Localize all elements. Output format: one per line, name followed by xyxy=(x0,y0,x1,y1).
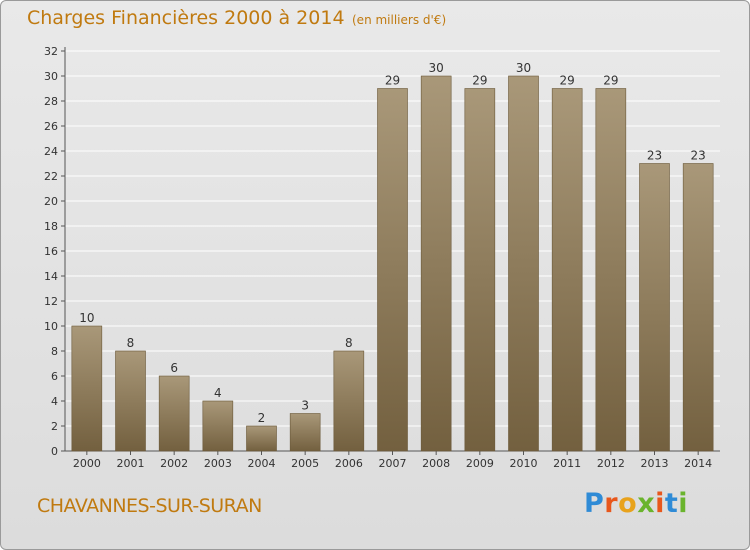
data-label: 30 xyxy=(429,61,444,75)
y-tick-label: 24 xyxy=(44,145,58,158)
bar-2010 xyxy=(508,75,539,452)
bar-2002 xyxy=(158,375,190,452)
bar-2003 xyxy=(202,400,234,452)
x-tick-label: 2004 xyxy=(248,457,276,470)
y-tick-label: 8 xyxy=(51,345,58,358)
y-tick-label: 12 xyxy=(44,295,58,308)
x-tick-label: 2009 xyxy=(466,457,494,470)
data-label: 23 xyxy=(691,149,706,163)
bar-2008 xyxy=(420,75,452,452)
bar-2006 xyxy=(333,350,365,452)
x-tick-label: 2010 xyxy=(510,457,538,470)
data-label: 2 xyxy=(258,411,266,425)
logo-letter: i xyxy=(655,488,665,519)
y-tick-label: 22 xyxy=(44,170,58,183)
y-tick-label: 20 xyxy=(44,195,58,208)
chart-unit: (en milliers d'€) xyxy=(352,13,447,27)
bar-2005 xyxy=(289,413,321,452)
logo-letter: i xyxy=(678,488,689,519)
bar-2001 xyxy=(115,350,146,452)
logo-letter: x xyxy=(637,488,656,519)
x-tick-label: 2003 xyxy=(204,457,232,470)
data-label: 30 xyxy=(516,61,531,75)
logo-letter: t xyxy=(664,488,679,519)
x-tick-label: 2012 xyxy=(597,457,625,470)
y-tick-label: 30 xyxy=(44,70,58,83)
x-tick-label: 2006 xyxy=(335,457,363,470)
y-tick-label: 2 xyxy=(51,420,58,433)
logo-letter: o xyxy=(618,488,638,519)
x-tick-label: 2001 xyxy=(117,457,145,470)
bar-2014 xyxy=(682,163,714,452)
commune-name: CHAVANNES-SUR-SURAN xyxy=(37,495,262,517)
y-tick-label: 32 xyxy=(44,45,58,58)
y-tick-label: 26 xyxy=(44,120,58,133)
data-label: 29 xyxy=(560,74,575,88)
data-label: 6 xyxy=(170,361,178,375)
x-tick-label: 2011 xyxy=(553,457,581,470)
data-label: 23 xyxy=(647,149,662,163)
labels: 0246810121416182022242628303210200082001… xyxy=(44,45,712,470)
x-tick-label: 2008 xyxy=(422,457,450,470)
data-label: 4 xyxy=(214,386,222,400)
bar-2012 xyxy=(595,88,627,452)
y-tick-label: 10 xyxy=(44,320,58,333)
bar-2011 xyxy=(551,88,583,452)
data-label: 3 xyxy=(301,399,309,413)
proxiti-logo: Proxiti xyxy=(584,488,688,519)
logo-letter: r xyxy=(604,488,619,519)
x-tick-label: 2013 xyxy=(641,457,669,470)
bar-2004 xyxy=(246,425,277,452)
y-tick-label: 6 xyxy=(51,370,58,383)
y-tick-label: 14 xyxy=(44,270,58,283)
bar-2009 xyxy=(464,88,496,452)
bar-2000 xyxy=(71,325,103,452)
data-label: 8 xyxy=(127,336,135,350)
data-label: 29 xyxy=(472,74,487,88)
y-tick-label: 16 xyxy=(44,245,58,258)
y-tick-label: 4 xyxy=(51,395,58,408)
bars xyxy=(71,75,714,452)
y-tick-label: 28 xyxy=(44,95,58,108)
y-tick-label: 18 xyxy=(44,220,58,233)
x-tick-label: 2000 xyxy=(73,457,101,470)
x-tick-label: 2007 xyxy=(379,457,407,470)
bar-2013 xyxy=(639,163,670,452)
data-label: 29 xyxy=(385,74,400,88)
data-label: 10 xyxy=(79,311,94,325)
chart-title: Charges Financières 2000 à 2014 xyxy=(27,7,345,29)
x-tick-label: 2014 xyxy=(684,457,712,470)
x-tick-label: 2005 xyxy=(291,457,319,470)
x-tick-label: 2002 xyxy=(160,457,188,470)
data-label: 8 xyxy=(345,336,353,350)
logo-letter: P xyxy=(584,488,605,519)
bar-2007 xyxy=(377,88,408,452)
y-tick-label: 0 xyxy=(51,445,58,458)
data-label: 29 xyxy=(603,74,618,88)
